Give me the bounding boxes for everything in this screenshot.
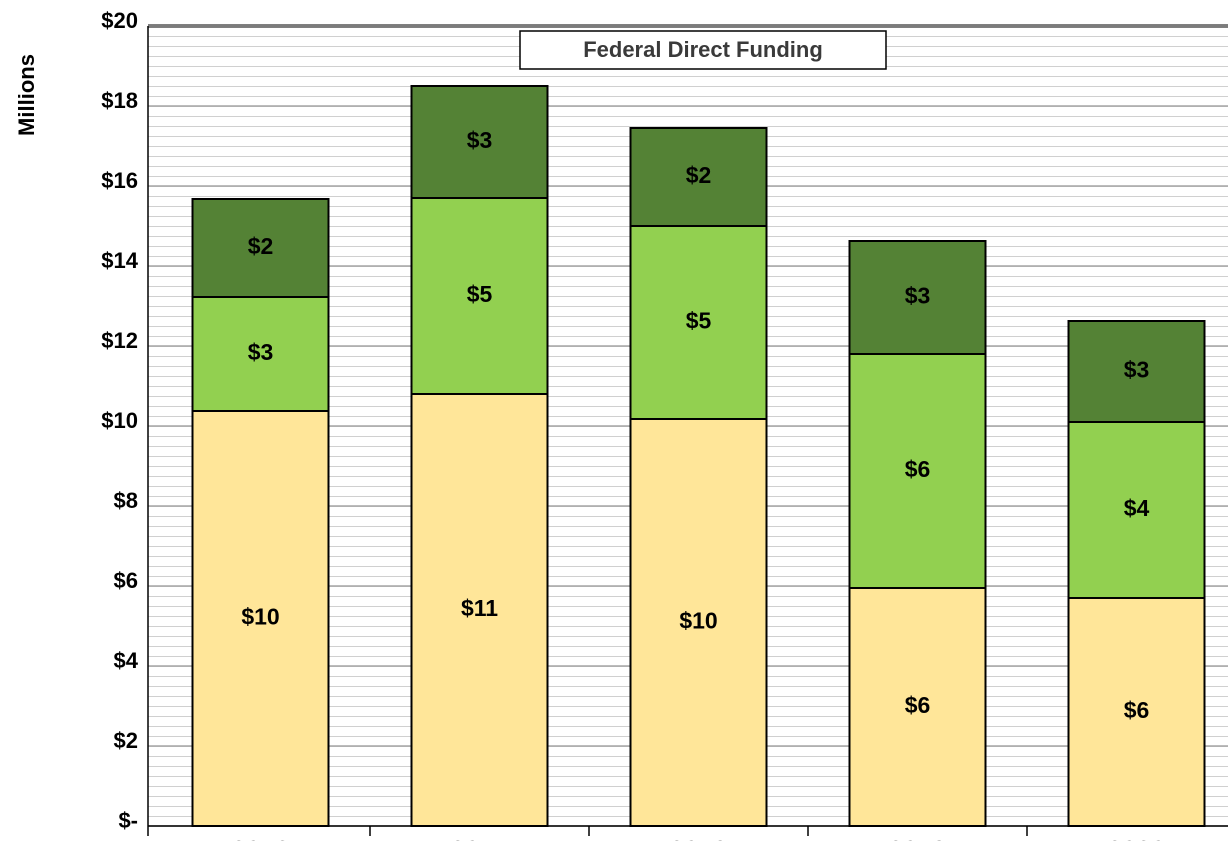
y-tick-label: $18 <box>101 88 138 113</box>
data-label: $5 <box>467 281 493 307</box>
bar-segment <box>191 296 330 412</box>
y-tick-label: $6 <box>114 568 138 593</box>
data-label: $2 <box>248 233 274 259</box>
y-tick-label: $- <box>118 808 138 833</box>
data-label: $10 <box>241 604 279 630</box>
bar-segment <box>629 225 768 420</box>
bar-segment <box>629 127 768 227</box>
bar-segment <box>1067 421 1206 599</box>
bar-segment <box>191 198 330 298</box>
data-label: $2 <box>686 162 712 188</box>
y-tick-label: $14 <box>101 248 138 273</box>
bar-segment <box>848 240 987 355</box>
x-tick-label: 2018 <box>670 835 728 841</box>
y-tick-label: $8 <box>114 488 138 513</box>
y-tick-label: $10 <box>101 408 138 433</box>
bar-segment <box>410 85 549 199</box>
data-label: $10 <box>679 608 717 634</box>
y-axis-label: Millions <box>14 54 39 136</box>
data-label: $6 <box>905 456 931 482</box>
data-label: $6 <box>1124 697 1150 723</box>
bar-segment <box>1067 320 1206 423</box>
bar-segment <box>191 410 330 827</box>
data-label: $6 <box>905 692 931 718</box>
title-box <box>519 30 887 70</box>
bar-segment <box>1067 597 1206 827</box>
data-label: $4 <box>1124 495 1150 521</box>
y-tick-label: $20 <box>101 8 138 33</box>
data-label: $3 <box>1124 357 1150 383</box>
chart-title: Federal Direct Funding <box>583 37 823 62</box>
y-tick-label: $16 <box>101 168 138 193</box>
x-tick-label: 2019 <box>889 835 947 841</box>
bar-segment <box>848 587 987 827</box>
x-tick-label: 2017 <box>451 835 509 841</box>
data-label: $5 <box>686 308 712 334</box>
x-tick-label: 2016 <box>232 835 290 841</box>
x-tick-label: 2020 <box>1108 835 1166 841</box>
bar-segment <box>410 197 549 395</box>
y-tick-label: $12 <box>101 328 138 353</box>
data-label: $3 <box>467 127 493 153</box>
bar-segment <box>848 353 987 589</box>
data-label: $3 <box>905 283 931 309</box>
y-tick-label: $2 <box>114 728 138 753</box>
y-tick-label: $4 <box>114 648 139 673</box>
bar-segment <box>410 393 549 827</box>
data-label: $11 <box>461 595 498 621</box>
data-label: $3 <box>248 339 274 365</box>
